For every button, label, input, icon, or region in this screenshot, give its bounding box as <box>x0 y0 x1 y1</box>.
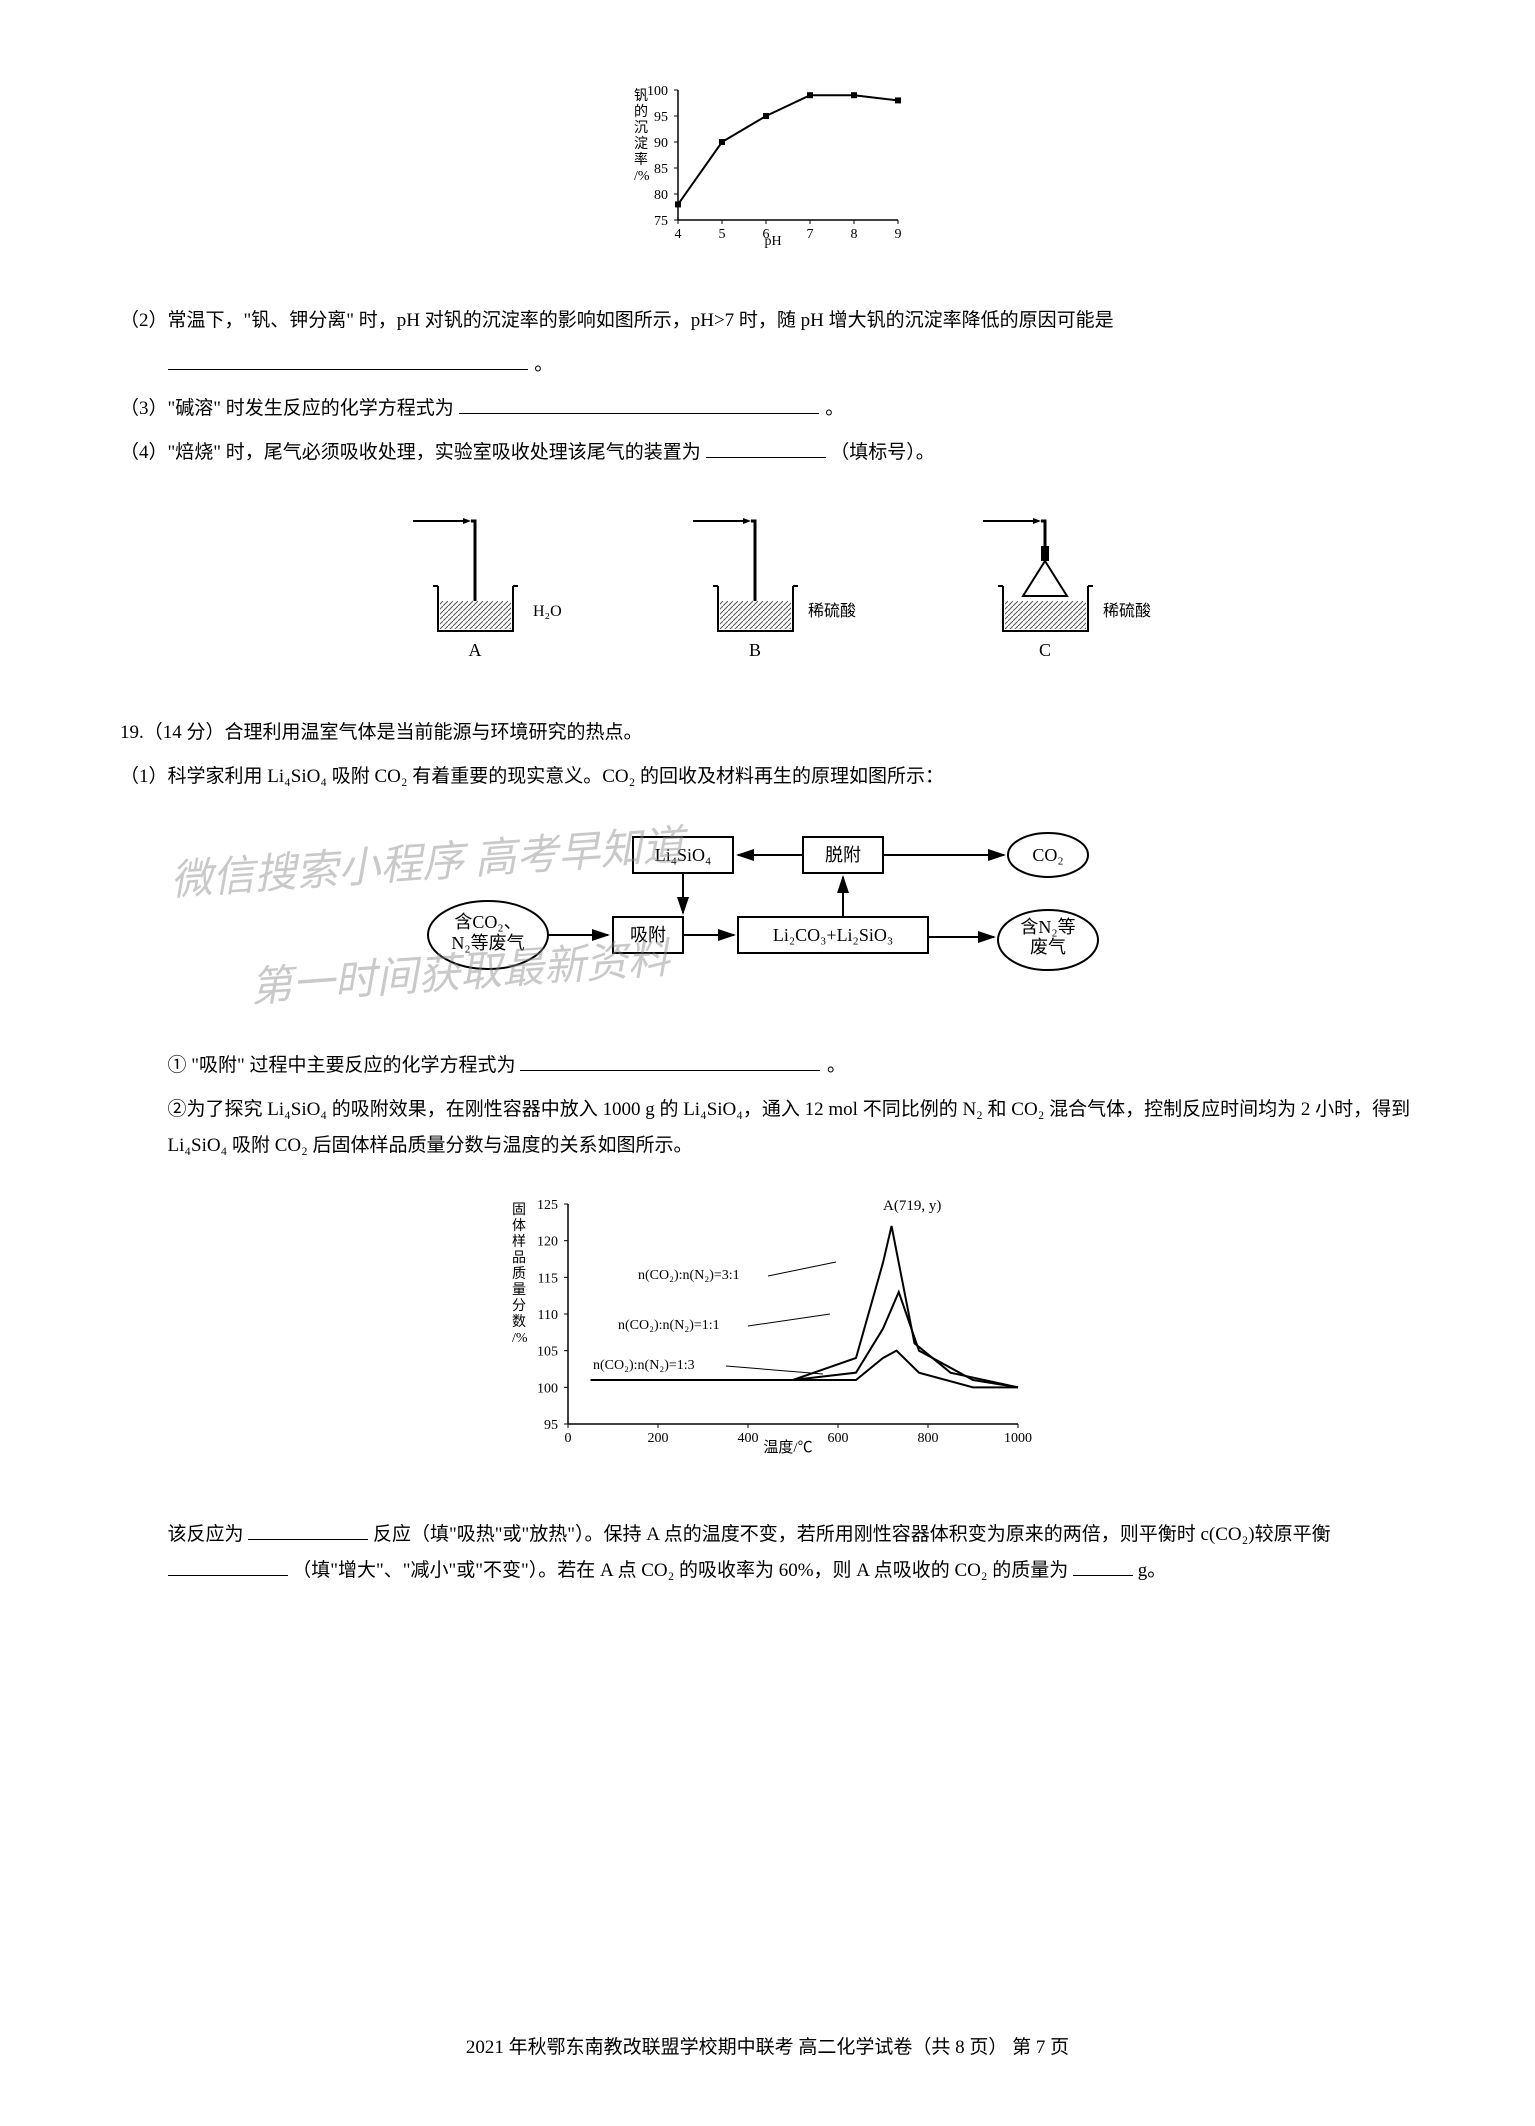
flow-box-desorb: 脱附 <box>825 845 861 865</box>
q19-blank-endo <box>248 1517 368 1540</box>
q2-suffix: 。 <box>534 354 553 375</box>
chart-ph-vs-precipitation: 钒的沉淀率/% 7580859095100 456789 pH <box>120 70 1415 273</box>
svg-text:95: 95 <box>544 1418 558 1433</box>
q4-hint: （填标号）。 <box>830 442 935 463</box>
svg-text:固体样品质量分数/%: 固体样品质量分数/% <box>512 1203 528 1346</box>
flow-box-licarb: Li₂CO₃+Li₂SiO₃ <box>772 925 892 945</box>
svg-text:含CO₂、: 含CO₂、 <box>454 912 521 932</box>
chart2-label-2: n(CO₂):n(N₂)=1:3 <box>593 1358 695 1373</box>
svg-text:115: 115 <box>537 1271 557 1286</box>
q19-header-text: 19.（14 分）合理利用温室气体是当前能源与环境研究的热点。 <box>120 722 643 743</box>
svg-text:400: 400 <box>737 1431 758 1446</box>
q4-blank <box>706 436 826 459</box>
q19-tail: 该反应为 反应（填"吸热"或"放热"）。保持 A 点的温度不变，若所用刚性容器体… <box>120 1517 1415 1589</box>
svg-text:5: 5 <box>718 227 725 242</box>
q19-tail1c: （填"增大"、"减小"或"不变"）。若在 A 点 CO₂ 的吸收率为 60%，则… <box>292 1560 1068 1581</box>
svg-text:80: 80 <box>654 188 668 203</box>
chart2-xlabel: 温度/℃ <box>763 1439 812 1456</box>
q19-header: 19.（14 分）合理利用温室气体是当前能源与环境研究的热点。 <box>120 715 1415 751</box>
svg-text:1000: 1000 <box>1004 1431 1032 1446</box>
q19-sub1: （1）科学家利用 Li₄SiO₄ 吸附 CO₂ 有着重要的现实意义。CO₂ 的回… <box>120 759 1415 795</box>
svg-text:100: 100 <box>647 84 668 99</box>
svg-text:100: 100 <box>537 1381 558 1396</box>
q3-blank <box>459 391 819 414</box>
q19-sub1-text: （1）科学家利用 Li₄SiO₄ 吸附 CO₂ 有着重要的现实意义。CO₂ 的回… <box>120 766 944 787</box>
svg-text:7: 7 <box>806 227 813 242</box>
question-2-blank-line: 。 <box>120 347 1415 383</box>
chart2-label-0: n(CO₂):n(N₂)=3:1 <box>638 1268 740 1283</box>
svg-text:95: 95 <box>654 110 668 125</box>
svg-text:0: 0 <box>564 1431 571 1446</box>
q19-blank-mass <box>1073 1554 1133 1577</box>
svg-text:800: 800 <box>917 1431 938 1446</box>
svg-text:120: 120 <box>537 1235 558 1250</box>
apparatus-B-label: B <box>748 640 760 660</box>
svg-text:8: 8 <box>850 227 857 242</box>
apparatus-C-liquid: 稀硫酸 <box>1103 602 1151 620</box>
q3-text: （3）"碱溶" 时发生反应的化学方程式为 <box>120 398 454 419</box>
q3-suffix: 。 <box>825 398 844 419</box>
apparatus-C: 稀硫酸 C <box>953 501 1153 674</box>
flow-box-li4sio4: Li₄SiO₄ <box>654 845 711 865</box>
question-4: （4）"焙烧" 时，尾气必须吸收处理，实验室吸收处理该尾气的装置为 （填标号）。 <box>120 435 1415 471</box>
svg-text:125: 125 <box>537 1198 558 1213</box>
svg-text:85: 85 <box>654 162 668 177</box>
apparatus-A-label: A <box>468 640 481 660</box>
footer-text: 2021 年秋鄂东南教改联盟学校期中联考 高二化学试卷（共 8 页） 第 7 页 <box>466 2037 1069 2058</box>
q2-blank <box>168 347 528 370</box>
svg-text:75: 75 <box>654 214 668 229</box>
chart2-peak: A(719, y) <box>883 1198 941 1214</box>
chart2-label-1: n(CO₂):n(N₂)=1:1 <box>618 1318 720 1333</box>
q19-blank-dir <box>168 1554 288 1577</box>
apparatus-B: 稀硫酸 B <box>663 501 863 674</box>
q19-tail1a: 该反应为 <box>168 1524 244 1545</box>
flow-box-adsorb: 吸附 <box>630 925 666 945</box>
svg-text:4: 4 <box>674 227 681 242</box>
apparatus-C-label: C <box>1038 640 1050 660</box>
chart1-xlabel: pH <box>764 234 781 249</box>
flow-diagram: 含CO₂、N₂等废气 CO₂ 含N₂等废气 Li₄SiO₄ 脱附 吸附 Li₂C… <box>120 815 1415 1018</box>
q19-step2: ②为了探究 Li₄SiO₄ 的吸附效果，在刚性容器中放入 1000 g 的 Li… <box>120 1092 1415 1164</box>
svg-text:9: 9 <box>894 227 901 242</box>
svg-text:90: 90 <box>654 136 668 151</box>
page-footer: 2021 年秋鄂东南教改联盟学校期中联考 高二化学试卷（共 8 页） 第 7 页 <box>0 2030 1535 2066</box>
q2-text: （2）常温下，"钒、钾分离" 时，pH 对钒的沉淀率的影响如图所示，pH>7 时… <box>120 310 1114 331</box>
apparatus-A-liquid: H₂O <box>533 603 562 620</box>
q19-step1: ① "吸附" 过程中主要反应的化学方程式为 。 <box>120 1048 1415 1084</box>
q4-text: （4）"焙烧" 时，尾气必须吸收处理，实验室吸收处理该尾气的装置为 <box>120 442 701 463</box>
svg-text:105: 105 <box>537 1345 558 1360</box>
apparatus-row: H₂O A 稀硫酸 B 稀硫酸 C <box>120 501 1415 674</box>
chart-temp-vs-mass: 固体样品质量分数/% 95 100 105 110 115 120 125 0 200 400 6… <box>120 1174 1415 1487</box>
svg-text:200: 200 <box>647 1431 668 1446</box>
apparatus-B-liquid: 稀硫酸 <box>808 602 856 620</box>
q19-tail1b: 反应（填"吸热"或"放热"）。保持 A 点的温度不变，若所用刚性容器体积变为原来… <box>373 1524 1331 1545</box>
chart1-ylabel: 钒的沉淀率/% <box>634 88 650 184</box>
svg-text:废气: 废气 <box>1030 937 1066 957</box>
flow-oval-co2: CO₂ <box>1032 845 1063 865</box>
svg-text:600: 600 <box>827 1431 848 1446</box>
svg-text:含N₂等: 含N₂等 <box>1020 917 1075 937</box>
q19-step1-blank <box>520 1048 820 1071</box>
apparatus-A: H₂O A <box>383 501 573 674</box>
q19-tail1d: g。 <box>1138 1560 1167 1581</box>
svg-text:110: 110 <box>537 1308 557 1323</box>
q19-step2-text: ②为了探究 Li₄SiO₄ 的吸附效果，在刚性容器中放入 1000 g 的 Li… <box>168 1099 1411 1156</box>
q19-step1-text: ① "吸附" 过程中主要反应的化学方程式为 <box>168 1055 516 1076</box>
question-2: （2）常温下，"钒、钾分离" 时，pH 对钒的沉淀率的影响如图所示，pH>7 时… <box>120 303 1415 339</box>
question-3: （3）"碱溶" 时发生反应的化学方程式为 。 <box>120 391 1415 427</box>
q19-step1-suffix: 。 <box>827 1055 846 1076</box>
svg-text:N₂等废气: N₂等废气 <box>451 933 524 953</box>
